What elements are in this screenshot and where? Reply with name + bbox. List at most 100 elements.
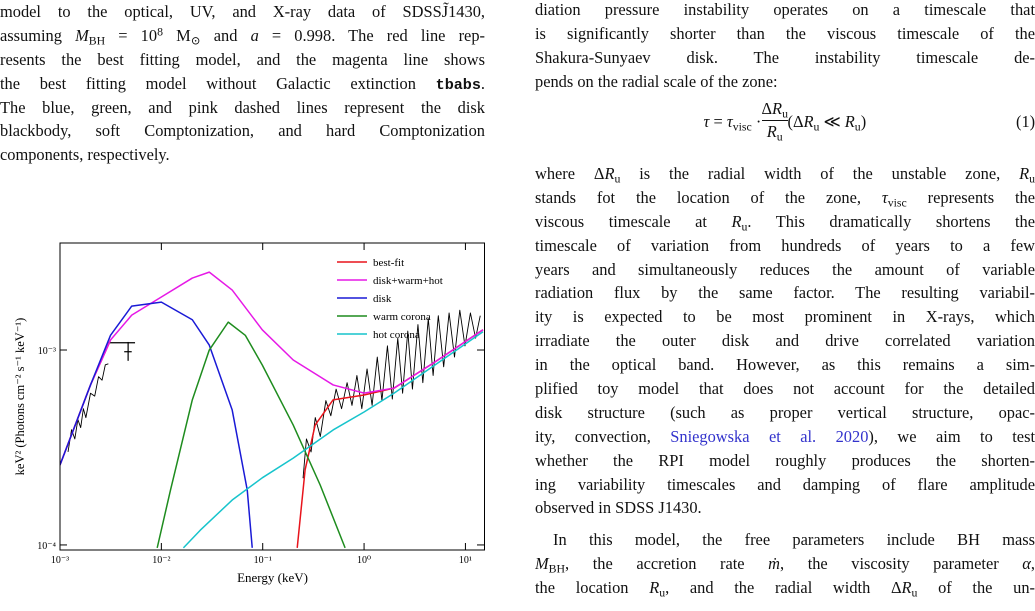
text-run: R <box>901 577 912 597</box>
text-run: α <box>1022 553 1031 573</box>
text-line: MBH, the accretion rate ṁ, the viscosity… <box>535 552 1035 576</box>
paragraph: where ΔRu is the radial width of the uns… <box>535 162 1035 520</box>
text-line: ity, convection, Sniegowska et al. 2020)… <box>535 425 1035 449</box>
text-run: = 10 <box>105 25 158 45</box>
text-line: whether the RPI model roughly produces t… <box>535 450 1035 470</box>
text-run: u <box>614 171 621 186</box>
text-run: ) <box>860 112 867 131</box>
text-run: τ <box>703 112 710 131</box>
text-line: the location Ru, and the radial width ΔR… <box>535 576 1035 600</box>
text-line: resents the best fitting model, and the … <box>0 49 485 69</box>
text-line: diation pressure instability operates on… <box>535 0 1035 19</box>
x-tick-label: 10⁻³ <box>51 555 69 566</box>
text-run: , the accretion rate <box>565 553 769 573</box>
text-line: observed in SDSS J1430. <box>535 498 702 518</box>
text-run: ity, convection, <box>535 426 671 446</box>
text-line: disk structure (such as proper vertical … <box>535 402 1035 422</box>
text-run: R <box>803 112 814 131</box>
text-run: R <box>766 122 777 141</box>
axes-frame <box>59 242 485 551</box>
text-line: In this model, the free parameters inclu… <box>553 530 1035 549</box>
text-run: , and the radial width Δ <box>665 577 902 597</box>
text-run: u <box>782 106 788 121</box>
text-run: of the un- <box>917 577 1035 597</box>
text-run: stands fot the location of the zone, <box>535 187 882 207</box>
text-line: where ΔRu is the radial width of the uns… <box>535 162 1035 186</box>
text-run: . This dramatically shortens the <box>747 211 1035 231</box>
text-line: viscous timescale at Ru. This dramatical… <box>535 210 1035 234</box>
text-run: R <box>604 164 615 183</box>
text-line: components, respectively. <box>0 145 170 165</box>
text-run: ⊙ <box>190 33 201 48</box>
text-run: assuming <box>0 25 76 45</box>
figure: 10⁻³ 10⁻² 10⁻¹ 10⁰ 10¹ 10⁻⁴ 10⁻³ Energy (keV) ke… <box>13 242 485 585</box>
x-axis-label: Energy (keV) <box>237 570 308 585</box>
text-line: is significantly shorter than the viscou… <box>535 23 1035 43</box>
x-tick-label: 10⁻¹ <box>254 555 272 566</box>
y-tick-label: 10⁻³ <box>38 346 56 357</box>
text-run: u <box>659 585 666 600</box>
text-line: model to the optical, UV, and X-ray data… <box>0 2 485 21</box>
text-line: blackbody, soft Comptonization, and hard… <box>0 121 485 141</box>
legend-label: disk+warm+hot <box>373 275 443 287</box>
text-run: ṁ <box>768 553 780 573</box>
equation: τ = τvisc · ΔRu Ru (ΔRu ≪ Ru) (1) <box>535 98 1035 148</box>
x-tick-label: 10¹ <box>459 555 472 566</box>
text-run: visc <box>732 119 752 134</box>
observed-data <box>67 363 109 453</box>
model-curve <box>60 301 253 548</box>
text-run: and <box>200 25 251 45</box>
text-run: , <box>1030 553 1035 573</box>
equation-numerator: ΔRu <box>762 98 788 120</box>
text-run: , the viscosity parameter <box>780 553 1023 573</box>
equation-lhs: τ = τvisc · <box>704 110 762 134</box>
text-line: pends on the radial scale of the zone: <box>535 71 778 91</box>
text-line: plified toy model that does not account … <box>535 379 1035 399</box>
text-line: the best fitting model without Galactic … <box>0 72 485 96</box>
text-line: in the optical band. However, as this re… <box>535 355 1035 375</box>
equation-number: (1) <box>1016 112 1035 131</box>
text-run: τ <box>726 112 733 131</box>
paragraph: In this model, the free parameters inclu… <box>535 528 1035 600</box>
text-run: 8 <box>157 24 163 39</box>
text-line: assuming MBH = 108 M⊙ and a = 0.998. The… <box>0 24 485 48</box>
text-run: tbabs <box>435 75 481 94</box>
y-axis-label: keV² (Photons cm⁻² s⁻¹ keV⁻¹) <box>13 318 27 476</box>
y-tick-label: 10⁻⁴ <box>37 541 56 552</box>
text-line: timescale of variation from hundreds of … <box>535 235 1035 255</box>
observed-data <box>302 309 481 479</box>
text-run: M <box>75 25 89 45</box>
text-run: ), we aim to test <box>868 426 1035 446</box>
text-run: the best fitting model without Galactic … <box>0 73 436 93</box>
text-line: stands fot the location of the zone, τvi… <box>535 186 1035 210</box>
text-run: represents the <box>906 187 1035 207</box>
text-line: Shakura-Sunyaev disk. The instability ti… <box>535 47 1035 67</box>
plot-area <box>60 271 484 549</box>
text-run: u <box>776 129 783 144</box>
paragraph: model to the optical, UV, and X-ray data… <box>0 0 485 167</box>
text-run: is the radial width of the unstable zone… <box>620 164 1020 183</box>
citation-link[interactable]: Sniegowska et al. 2020 <box>670 426 869 446</box>
equation-denominator: Ru <box>761 120 788 144</box>
text-run: u <box>911 585 918 600</box>
text-run: R <box>1019 164 1030 183</box>
text-run: M <box>162 25 191 45</box>
text-run: τ <box>881 187 888 207</box>
text-line: The blue, green, and pink dashed lines r… <box>0 97 485 117</box>
equation-fraction: ΔRu Ru <box>761 98 788 144</box>
text-run: the location <box>535 577 650 597</box>
text-run: · <box>751 112 762 131</box>
x-tick-label: 10⁻² <box>152 555 170 566</box>
x-tick-label: 10⁰ <box>357 555 371 566</box>
text-run: = <box>709 112 727 131</box>
legend-label: hot corona <box>373 329 420 341</box>
model-curve <box>182 331 484 549</box>
text-run: = 0.998. The red line rep- <box>258 25 485 45</box>
legend-label: warm corona <box>373 311 431 323</box>
text-run: viscous timescale at <box>535 211 732 231</box>
text-run: M <box>535 553 549 573</box>
text-run: Δ <box>761 99 773 118</box>
text-run: u <box>1029 171 1035 186</box>
model-curve <box>156 321 346 549</box>
